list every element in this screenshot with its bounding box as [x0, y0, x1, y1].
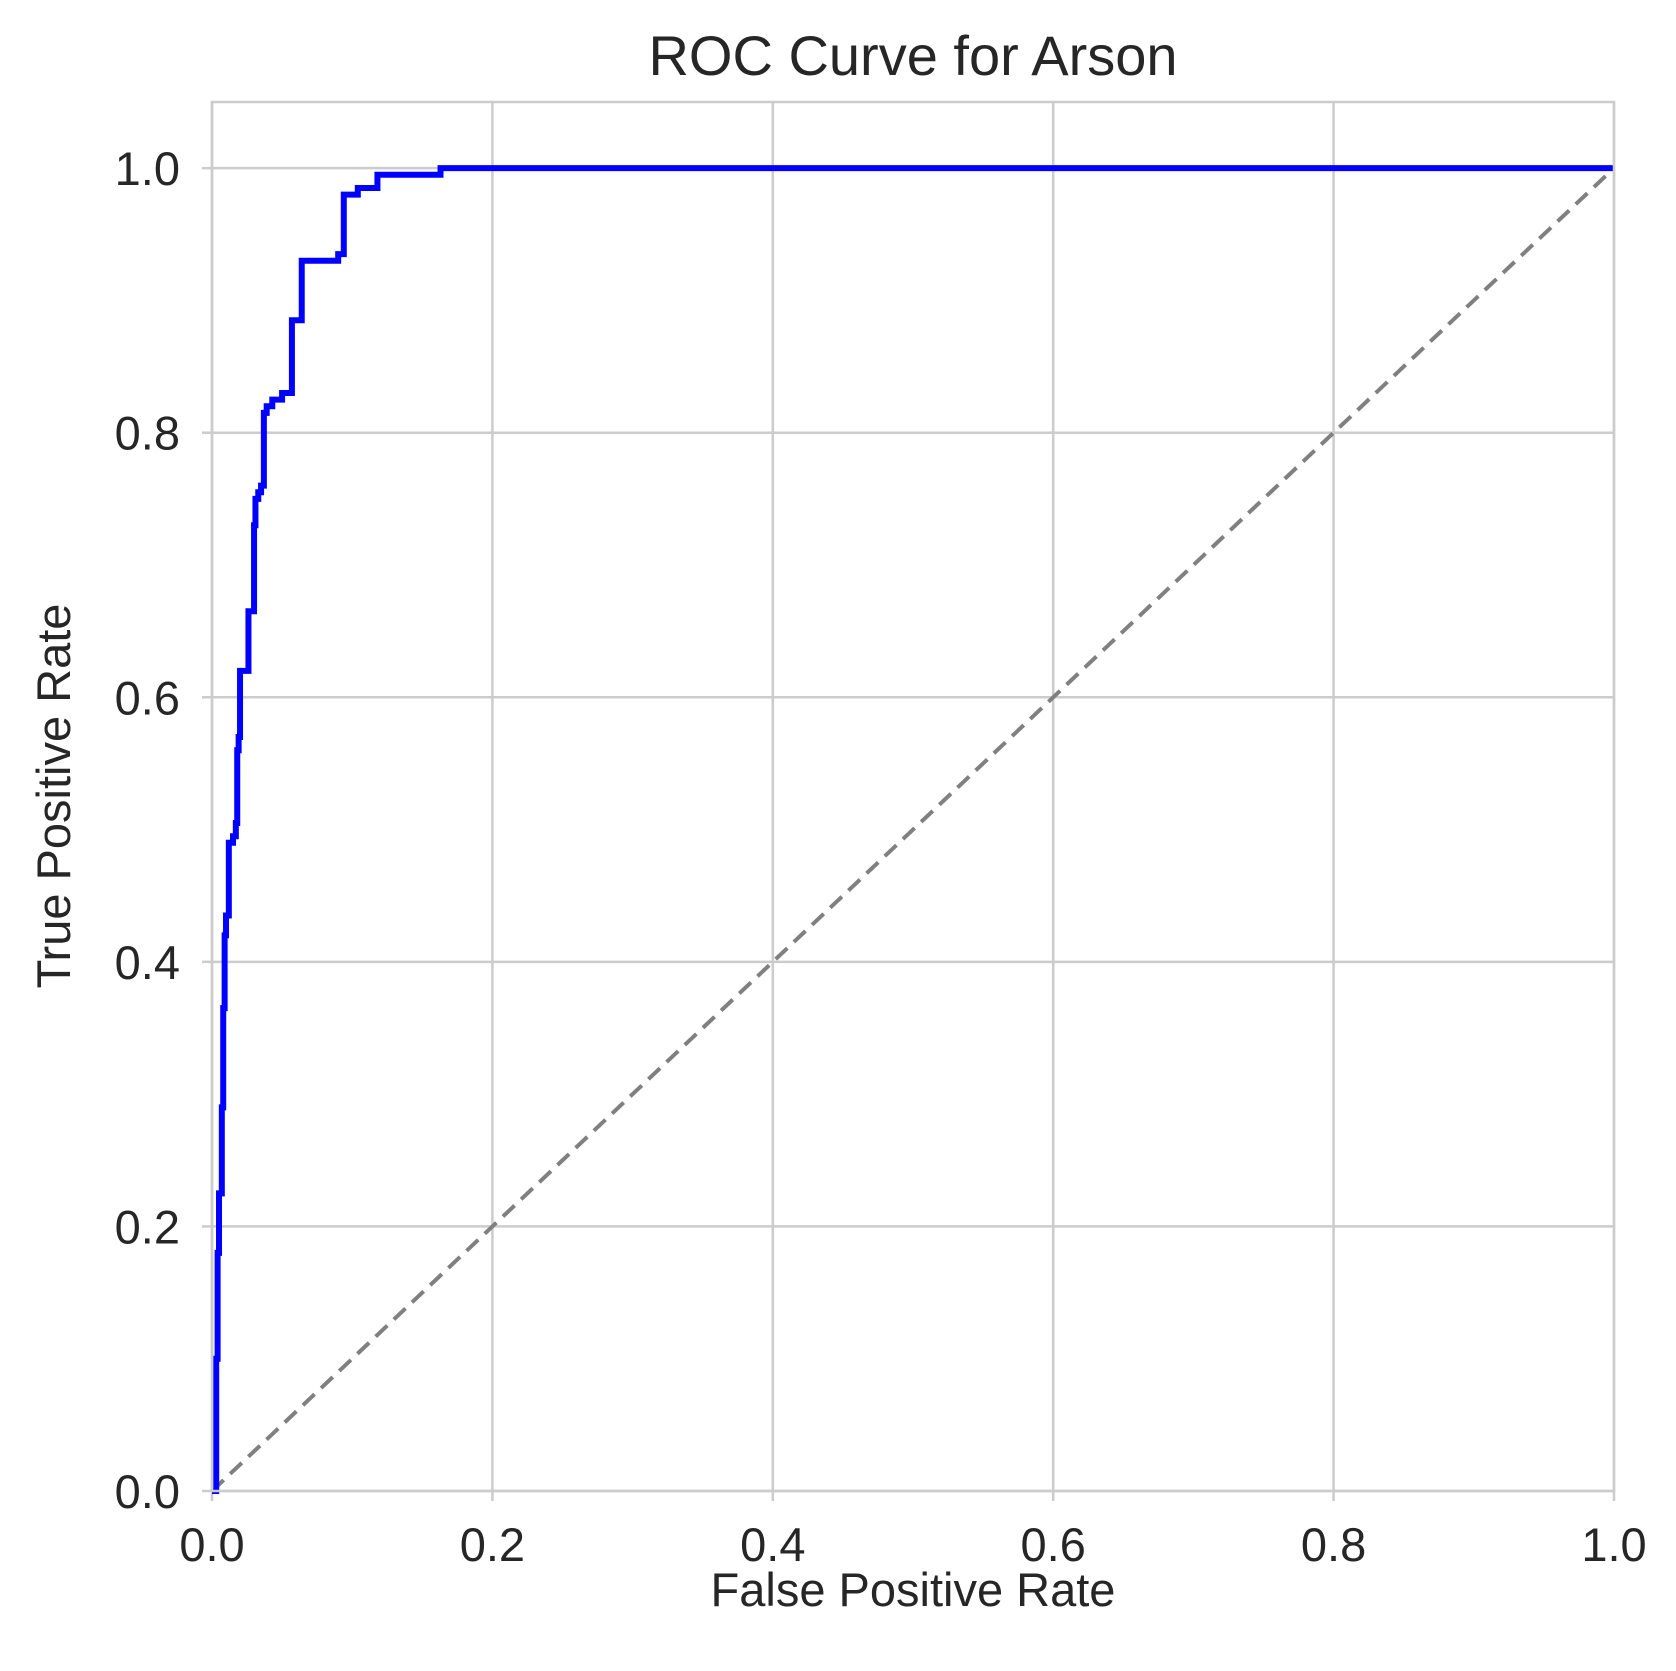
x-tick-label: 0.6 — [1021, 1518, 1086, 1571]
chart-title: ROC Curve for Arson — [648, 24, 1177, 87]
reference-diagonal-line — [210, 166, 1616, 1493]
y-axis-label: True Positive Rate — [27, 604, 80, 989]
x-tick-label: 1.0 — [1581, 1518, 1646, 1571]
y-tick-label: 0.0 — [115, 1465, 180, 1518]
y-tick-label: 0.6 — [115, 671, 180, 724]
x-tick-label: 0.0 — [179, 1518, 244, 1571]
plot-frame — [210, 100, 1616, 1493]
x-axis-tick-labels: 0.0 0.2 0.4 0.6 0.8 1.0 — [179, 1518, 1646, 1571]
x-tick-label: 0.2 — [460, 1518, 525, 1571]
y-tick-label: 1.0 — [115, 142, 180, 195]
y-tick-label: 0.2 — [115, 1200, 180, 1253]
axis-ticks — [202, 166, 1616, 1501]
y-tick-label: 0.4 — [115, 936, 180, 989]
x-axis-label: False Positive Rate — [711, 1563, 1116, 1616]
y-tick-label: 0.8 — [115, 407, 180, 460]
x-tick-label: 0.4 — [740, 1518, 805, 1571]
plot-series — [210, 165, 1616, 1494]
x-tick-label: 0.8 — [1301, 1518, 1366, 1571]
y-axis-tick-labels: 0.0 0.2 0.4 0.6 0.8 1.0 — [115, 142, 180, 1518]
roc-curve-line — [212, 165, 1614, 1494]
